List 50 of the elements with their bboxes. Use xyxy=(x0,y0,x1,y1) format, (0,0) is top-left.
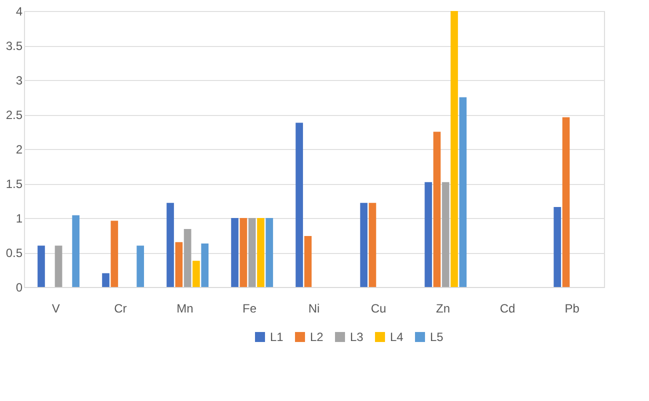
bar xyxy=(266,218,274,287)
bar xyxy=(459,97,467,287)
y-tick-label: 1.5 xyxy=(6,177,23,191)
y-tick-label: 2 xyxy=(16,142,23,156)
x-tick-label: Cu xyxy=(370,302,386,316)
bar xyxy=(296,122,303,287)
bar xyxy=(248,218,256,287)
bar xyxy=(72,215,80,287)
legend-label: L5 xyxy=(430,330,444,344)
legend-label: L2 xyxy=(310,330,324,344)
bar xyxy=(231,218,238,287)
x-tick-label: Pb xyxy=(564,302,580,316)
bar xyxy=(201,244,209,287)
bar xyxy=(166,202,174,287)
bar xyxy=(192,260,200,287)
bar xyxy=(360,202,368,287)
legend-label: L3 xyxy=(350,330,364,344)
y-tick-label: 1 xyxy=(16,212,23,226)
bar xyxy=(102,273,110,287)
x-tick-label: Zn xyxy=(436,302,450,316)
bar xyxy=(38,246,45,287)
x-tick-label: Fe xyxy=(242,302,257,316)
bar xyxy=(442,182,450,287)
bar xyxy=(433,132,441,287)
y-tick-label: 2.5 xyxy=(6,108,23,122)
bar xyxy=(240,218,248,287)
x-tick-label: Cr xyxy=(114,302,127,316)
bar xyxy=(136,246,144,287)
y-tick-label: 3 xyxy=(16,74,23,88)
x-tick-label: V xyxy=(52,302,60,316)
bar xyxy=(368,202,376,287)
x-tick-label: Cd xyxy=(500,302,516,316)
y-tick-label: 3.5 xyxy=(6,39,23,53)
bar xyxy=(257,218,264,287)
bar xyxy=(110,220,118,287)
y-tick-label: 0.5 xyxy=(6,246,23,260)
bar xyxy=(562,117,570,287)
bar xyxy=(554,206,562,287)
legend-label: L4 xyxy=(390,330,404,344)
y-tick-label: 0 xyxy=(16,280,23,294)
bar xyxy=(304,236,312,287)
bar xyxy=(54,246,62,287)
y-tick-label: 4 xyxy=(16,4,23,18)
x-tick-label: Mn xyxy=(176,302,194,316)
x-tick-label: Ni xyxy=(308,302,320,316)
bar xyxy=(184,229,192,287)
bar xyxy=(175,242,183,287)
bar xyxy=(424,182,432,287)
legend-label: L1 xyxy=(270,330,284,344)
bar xyxy=(450,11,458,287)
